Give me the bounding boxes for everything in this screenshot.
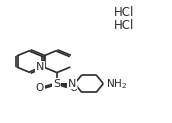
Text: HCl: HCl bbox=[114, 6, 134, 19]
Text: NH$_2$: NH$_2$ bbox=[106, 77, 127, 91]
Text: N: N bbox=[36, 62, 44, 72]
Text: S: S bbox=[53, 79, 61, 89]
Text: O: O bbox=[36, 83, 44, 92]
Text: O: O bbox=[70, 83, 78, 92]
Text: HCl: HCl bbox=[114, 19, 134, 32]
Text: N: N bbox=[68, 79, 76, 89]
